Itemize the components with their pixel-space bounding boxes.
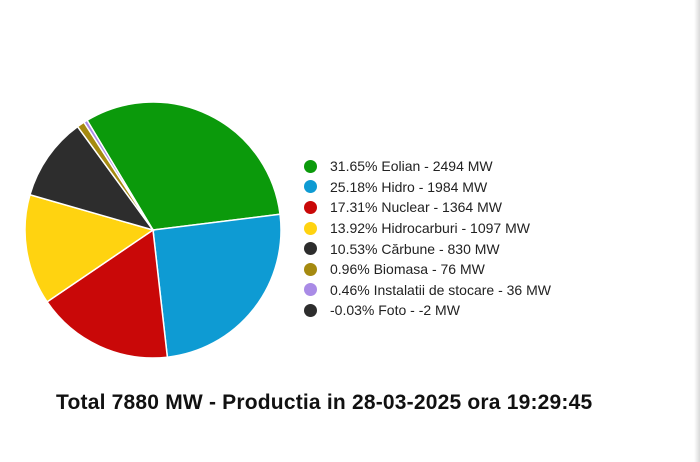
pie-slice-1: [152, 213, 282, 359]
total-production-caption: Total 7880 MW - Productia in 28-03-2025 …: [56, 391, 593, 414]
legend-label: 0.96% Biomasa - 76 MW: [330, 261, 485, 278]
pie-chart: [24, 101, 282, 359]
legend-item: 17.31% Nuclear - 1364 MW: [304, 197, 551, 218]
pie-slice-4: [29, 125, 155, 232]
legend-swatch: [304, 262, 317, 276]
pie-slice-0: [86, 101, 281, 231]
legend-label: 0.46% Instalatii de stocare - 36 MW: [330, 281, 551, 298]
legend-swatch: [304, 180, 317, 194]
legend-label: 17.31% Nuclear - 1364 MW: [330, 199, 502, 216]
legend-label: 31.65% Eolian - 2494 MW: [330, 158, 493, 175]
legend-swatch: [304, 200, 317, 214]
legend-item: 10.53% Cărbune - 830 MW: [304, 238, 551, 259]
legend-swatch: [304, 221, 317, 235]
legend-swatch: [304, 242, 317, 256]
legend-label: -0.03% Foto - -2 MW: [330, 302, 460, 319]
legend-swatch: [304, 159, 317, 173]
legend-item: 0.96% Biomasa - 76 MW: [304, 259, 551, 280]
legend-swatch: [304, 283, 317, 297]
legend-swatch: [304, 303, 317, 317]
window-edge: [694, 0, 700, 462]
legend-label: 13.92% Hidrocarburi - 1097 MW: [330, 220, 530, 237]
pie-slice-6: [82, 119, 154, 231]
legend-item: -0.03% Foto - -2 MW: [304, 300, 551, 321]
legend-label: 10.53% Cărbune - 830 MW: [330, 240, 500, 257]
pie-slice-2: [46, 228, 169, 359]
legend-item: 13.92% Hidrocarburi - 1097 MW: [304, 218, 551, 239]
legend-item: 0.46% Instalatii de stocare - 36 MW: [304, 280, 551, 301]
chart-legend: 31.65% Eolian - 2494 MW 25.18% Hidro - 19…: [304, 156, 551, 321]
legend-item: 25.18% Hidro - 1984 MW: [304, 177, 551, 198]
legend-item: 31.65% Eolian - 2494 MW: [304, 156, 551, 177]
legend-label: 25.18% Hidro - 1984 MW: [330, 178, 488, 195]
